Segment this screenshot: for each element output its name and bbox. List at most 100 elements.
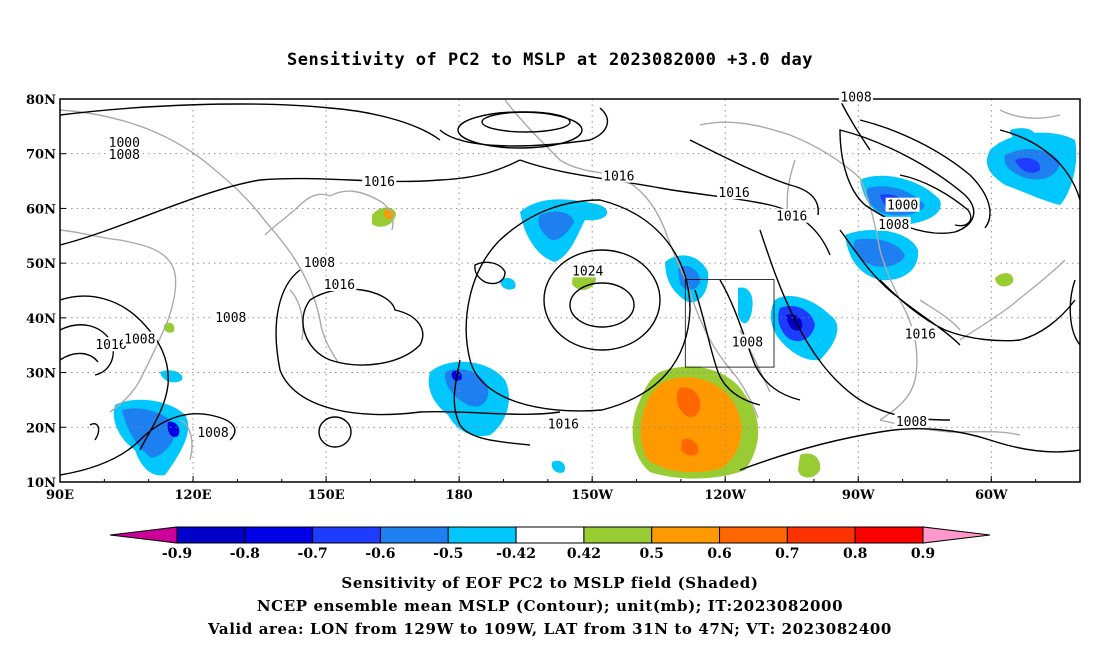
contour-label-bg <box>322 277 357 292</box>
negative-region-cyan <box>551 460 566 473</box>
contour-label: 1016 <box>364 175 395 190</box>
colorbar-label: -0.5 <box>433 546 463 562</box>
contour-label-bg <box>601 168 636 183</box>
lon-label: 150E <box>308 488 345 503</box>
lat-label: 50N <box>26 257 56 272</box>
colorbar-box <box>447 526 517 544</box>
lon-label: 90E <box>46 488 74 503</box>
colorbar-label: 0.7 <box>775 546 799 562</box>
negative-region-dark-blue <box>167 421 180 438</box>
lon-label: 120E <box>175 488 212 503</box>
contour-label-bg <box>122 331 157 346</box>
contour-label-bg <box>876 216 911 231</box>
contour-label-bg <box>94 337 128 352</box>
colorbar-label: 0.5 <box>640 546 664 562</box>
colorbar-box <box>515 526 585 544</box>
map-frame <box>59 98 1081 483</box>
colorbar-box <box>244 526 314 544</box>
contour-label: 1008 <box>732 335 763 350</box>
negative-region-dark-blue <box>1015 158 1041 173</box>
contour-label-bg <box>362 174 397 189</box>
contour-label: 1016 <box>905 327 936 342</box>
contour-label: 1008 <box>840 90 871 105</box>
lon-label: 180 <box>446 488 473 503</box>
lat-label: 10N <box>26 476 56 491</box>
colorbar-box <box>651 526 721 544</box>
positive-region-orange <box>640 377 742 473</box>
contour-label: 1008 <box>197 426 228 441</box>
axis-ticks <box>59 98 1037 483</box>
lat-label: 30N <box>26 367 56 382</box>
contour-label: 1016 <box>548 418 579 433</box>
contour-label: 1008 <box>124 333 155 348</box>
contour-label-bg <box>730 334 765 349</box>
lon-label: 60W <box>975 488 1008 503</box>
colorbar-box <box>176 526 246 544</box>
contour-label: 1024 <box>572 264 603 279</box>
caption-line-1: Sensitivity of EOF PC2 to MSLP field (Sh… <box>341 574 759 592</box>
contour-label-bg <box>302 255 337 270</box>
colorbar-max-arrow <box>922 526 991 544</box>
contour-label: 1008 <box>304 256 335 271</box>
colorbar-box <box>854 526 924 544</box>
lat-label: 40N <box>26 312 56 327</box>
colorbar-label: -0.7 <box>298 546 328 562</box>
contour-label-bg <box>717 185 752 200</box>
colorbar-box <box>583 526 653 544</box>
colorbar-box <box>719 526 788 544</box>
contour-label: 1008 <box>215 311 246 326</box>
lat-label: 80N <box>26 93 56 108</box>
colorbar-box <box>312 526 381 544</box>
lon-label: 120W <box>704 488 746 503</box>
negative-region-cyan <box>738 287 753 324</box>
caption-line-2: NCEP ensemble mean MSLP (Contour); unit(… <box>256 597 844 615</box>
contour-label: 1008 <box>878 218 909 233</box>
positive-region-dark-orange <box>676 387 701 456</box>
contour-label-bg <box>107 146 142 161</box>
colorbar-boxes <box>109 526 991 544</box>
valid-area-box <box>684 279 775 368</box>
colorbar-box <box>379 526 449 544</box>
colorbar-labels: -0.9 -0.8 -0.7 -0.6 -0.5 -0.42 0.42 0.5 0.6 0.7 0.… <box>162 546 935 562</box>
lat-label: 20N <box>26 421 56 436</box>
lon-label: 150W <box>571 488 613 503</box>
mslp-contours <box>60 99 1080 476</box>
negative-region-blue <box>538 211 574 241</box>
contour-label: 1000 <box>887 199 918 214</box>
contour-label-bg <box>107 134 142 149</box>
positive-region-orange <box>383 209 394 220</box>
lat-label: 60N <box>26 202 56 217</box>
contour-label-bg <box>213 309 248 324</box>
contour-label-bg <box>196 424 230 439</box>
contour-label-bg <box>774 208 809 223</box>
axis-labels: 90E 120E 150E 180 150W 120W 90W 60W 80N 70N 60N 50N… <box>26 93 1008 503</box>
contour-label-bg <box>903 326 938 341</box>
contour-label: 1016 <box>718 186 749 201</box>
contour-label: 1008 <box>109 148 140 163</box>
colorbar-label: 0.42 <box>567 546 601 562</box>
colorbar-label: 0.6 <box>707 546 731 562</box>
contour-label-bg <box>570 263 605 278</box>
colorbar-box <box>786 526 856 544</box>
colorbar-label: -0.9 <box>162 546 192 562</box>
negative-region-cyan <box>500 277 516 290</box>
colorbar-label: -0.6 <box>365 546 395 562</box>
colorbar-label: -0.8 <box>230 546 260 562</box>
negative-region-cyan <box>160 370 183 383</box>
lon-label: 90W <box>842 488 875 503</box>
contour-label: 1016 <box>324 278 355 293</box>
contour-label: 1008 <box>896 415 927 430</box>
colorbar-label: 0.8 <box>843 546 867 562</box>
contour-label-bg <box>546 416 581 431</box>
colorbar-min-arrow <box>109 526 178 544</box>
contour-label-bg <box>839 89 874 104</box>
contour-label: 1016 <box>603 170 634 185</box>
lat-lon-grid <box>60 99 1080 482</box>
lat-label: 70N <box>26 148 56 163</box>
colorbar-label: 0.9 <box>911 546 935 562</box>
negative-region-blue <box>853 238 905 267</box>
colorbar-label: -0.42 <box>496 546 536 562</box>
contour-label: 1016 <box>95 338 126 353</box>
